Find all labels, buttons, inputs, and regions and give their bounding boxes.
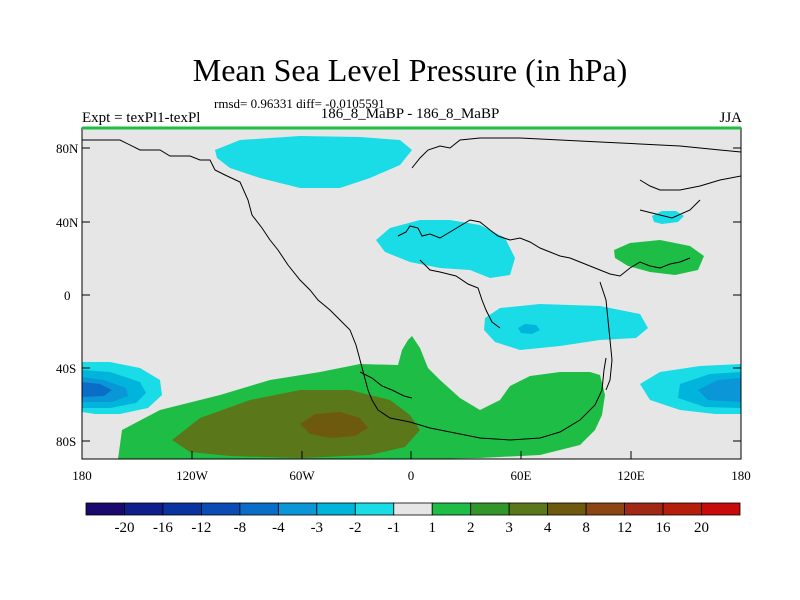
colorbar-label: 20 — [694, 520, 710, 536]
colorbar-swatch — [662, 502, 702, 516]
y-tick-80s: 80S — [56, 434, 77, 449]
contour-negative-arctic — [215, 136, 412, 188]
contour-negative-natlantic — [376, 220, 515, 278]
y-tick-40n: 40N — [56, 215, 79, 230]
rmsd-diff-stats: rmsd= 0.96331 diff= -0.0105591 — [214, 96, 385, 111]
colorbar-swatch — [585, 502, 625, 516]
colorbar-swatch — [393, 502, 433, 516]
colorbar-label: 12 — [617, 520, 633, 536]
season-label: JJA — [719, 110, 742, 126]
colorbar-swatch — [201, 502, 241, 516]
colorbar-label: -1 — [387, 520, 401, 536]
colorbar-swatch — [547, 502, 587, 516]
colorbar-label: 8 — [582, 520, 590, 536]
contour-negative-spacific-west-peak — [82, 382, 112, 397]
coastlines — [82, 137, 741, 441]
colorbar-label: 16 — [655, 520, 671, 536]
colorbar-swatch — [277, 502, 318, 516]
colorbar-label: 1 — [428, 520, 436, 536]
colorbar-swatch — [162, 502, 202, 516]
colorbar-swatch — [701, 502, 741, 516]
colorbar-label: -3 — [310, 520, 324, 536]
x-axis-ticks — [81, 451, 742, 459]
colorbar-label: 4 — [543, 520, 552, 536]
colorbar-label: -8 — [233, 520, 247, 536]
colorbar — [85, 502, 741, 516]
run-label: 186_8_MaBP - 186_8_MaBP — [320, 106, 500, 122]
colorbar-label: -4 — [272, 520, 285, 536]
contour-positive-peak — [300, 412, 368, 438]
x-tick-180w: 180 — [72, 468, 92, 483]
colorbar-swatch — [470, 502, 510, 516]
contour-positive-core — [172, 390, 420, 458]
y-tick-40s: 40S — [56, 361, 77, 376]
colorbar-swatch — [624, 502, 664, 516]
colorbar-swatch — [124, 502, 164, 516]
contour-positive-asia — [614, 240, 704, 275]
contour-negative-spacific-east-core — [698, 378, 741, 402]
contour-negative-tropical-core — [518, 324, 540, 334]
y-tick-80n: 80N — [56, 141, 79, 156]
colorbar-label: -16 — [152, 520, 173, 536]
y-axis-ticks — [82, 147, 741, 442]
colorbar-label: 2 — [466, 520, 475, 536]
x-tick-0: 0 — [407, 468, 415, 483]
colorbar-swatch — [316, 502, 356, 516]
contour-negative-tropical — [484, 304, 648, 350]
x-tick-120e: 120E — [617, 468, 645, 483]
x-tick-180e: 180 — [731, 468, 751, 483]
map-title: Mean Sea Level Pressure (in hPa) — [192, 52, 628, 88]
x-tick-60e: 60E — [510, 468, 532, 483]
y-tick-0: 0 — [64, 288, 71, 303]
experiment-label: Expt = texPl1-texPl — [82, 110, 201, 126]
colorbar-swatch — [239, 502, 279, 516]
colorbar-label: 3 — [505, 520, 513, 536]
colorbar-swatch — [508, 502, 549, 516]
colorbar-label: -20 — [114, 520, 135, 536]
colorbar-label: -2 — [349, 520, 362, 536]
x-tick-120w: 120W — [176, 468, 208, 483]
x-tick-60w: 60W — [289, 468, 315, 483]
colorbar-swatch — [85, 502, 125, 516]
colorbar-swatch — [431, 502, 472, 516]
colorbar-label: -12 — [191, 520, 212, 536]
colorbar-swatch — [354, 502, 395, 516]
